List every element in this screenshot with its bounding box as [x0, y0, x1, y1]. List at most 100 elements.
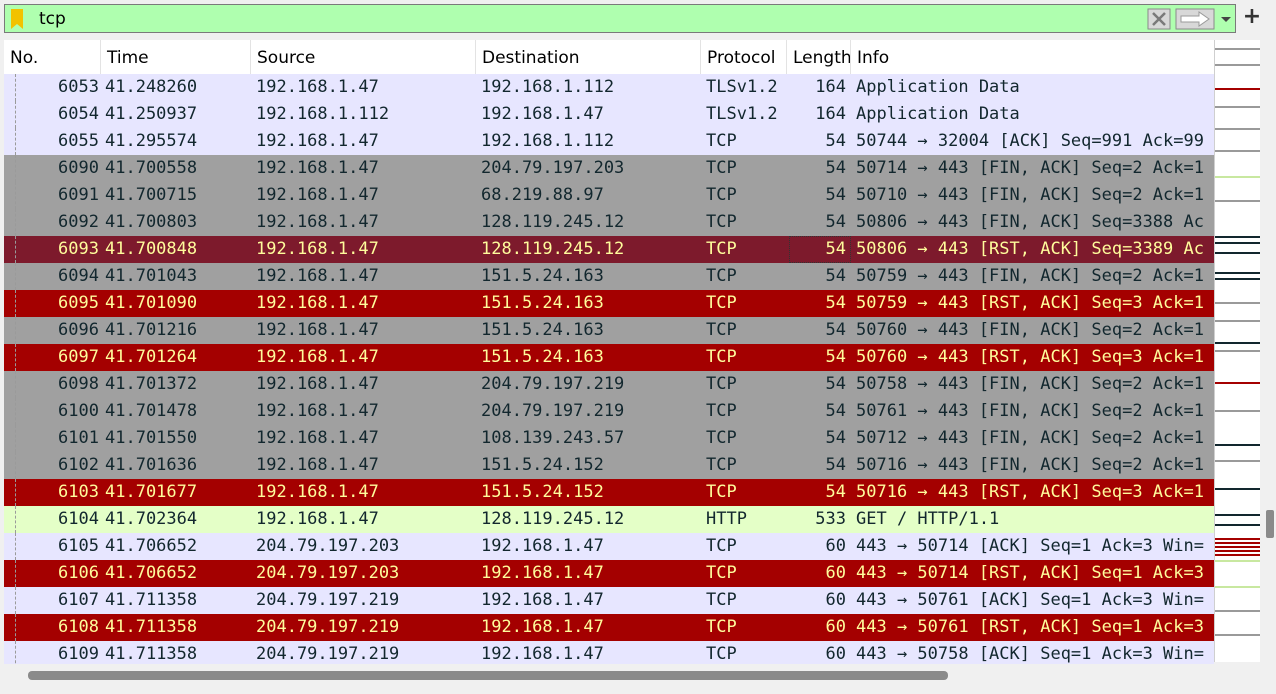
cell-source: 192.168.1.47 — [256, 509, 379, 529]
vertical-scrollbar[interactable] — [1260, 40, 1276, 662]
cell-no: 6096 — [58, 320, 99, 340]
cell-length: 54 — [825, 347, 846, 367]
horizontal-scroll-thumb[interactable] — [28, 671, 948, 680]
cell-protocol: TCP — [706, 347, 737, 367]
cell-no: 6097 — [58, 347, 99, 367]
cell-protocol: TCP — [706, 374, 737, 394]
clear-filter-icon[interactable] — [1147, 8, 1171, 30]
cell-time: 41.250937 — [105, 104, 198, 124]
column-header-no[interactable]: No. — [4, 40, 101, 74]
packet-row[interactable]: 6053 41.248260 192.168.1.47 192.168.1.112 TL… — [4, 74, 1214, 101]
conversation-tree-line — [15, 533, 16, 560]
packet-row[interactable]: 6100 41.701478 192.168.1.47 204.79.197.219 T… — [4, 398, 1214, 425]
packet-row[interactable]: 6094 41.701043 192.168.1.47 151.5.24.163 TCP… — [4, 263, 1214, 290]
cell-protocol: TCP — [706, 482, 737, 502]
cell-destination: 192.168.1.47 — [481, 590, 604, 610]
cell-source: 192.168.1.47 — [256, 185, 379, 205]
column-header-source[interactable]: Source — [251, 40, 476, 74]
cell-info: 50710 → 443 [FIN, ACK] Seq=2 Ack=1 — [856, 185, 1204, 205]
cell-destination: 192.168.1.112 — [481, 131, 615, 151]
cell-protocol: TCP — [706, 428, 737, 448]
cell-protocol: TCP — [706, 131, 737, 151]
horizontal-scrollbar[interactable] — [4, 664, 1214, 688]
packet-row[interactable]: 6097 41.701264 192.168.1.47 151.5.24.163 TCP… — [4, 344, 1214, 371]
vertical-scroll-thumb[interactable] — [1266, 510, 1274, 538]
cell-info: 50759 → 443 [FIN, ACK] Seq=2 Ack=1 — [856, 266, 1204, 286]
packet-row[interactable]: 6055 41.295574 192.168.1.47 192.168.1.112 TC… — [4, 128, 1214, 155]
packet-row[interactable]: 6093 41.700848 192.168.1.47 128.119.245.12 T… — [4, 236, 1214, 263]
column-header-info[interactable]: Info — [857, 48, 890, 68]
packet-row[interactable]: 6104 41.702364 192.168.1.47 128.119.245.12 H… — [4, 506, 1214, 533]
cell-time: 41.711358 — [105, 617, 198, 637]
cell-destination: 151.5.24.163 — [481, 320, 604, 340]
packet-row[interactable]: 6108 41.711358 204.79.197.219 192.168.1.47 T… — [4, 614, 1214, 641]
cell-info: 50712 → 443 [FIN, ACK] Seq=2 Ack=1 — [856, 428, 1204, 448]
cell-time: 41.711358 — [105, 590, 198, 610]
column-header-length[interactable]: Length — [787, 40, 851, 74]
packet-row[interactable]: 6105 41.706652 204.79.197.203 192.168.1.47 T… — [4, 533, 1214, 560]
cell-destination: 204.79.197.219 — [481, 374, 625, 394]
packet-row[interactable]: 6098 41.701372 192.168.1.47 204.79.197.219 T… — [4, 371, 1214, 398]
packet-row[interactable]: 6101 41.701550 192.168.1.47 108.139.243.57 T… — [4, 425, 1214, 452]
cell-length: 54 — [825, 266, 846, 286]
packet-row[interactable]: 6103 41.701677 192.168.1.47 151.5.24.152 TCP… — [4, 479, 1214, 506]
conversation-tree-line — [15, 317, 16, 344]
packet-row[interactable]: 6091 41.700715 192.168.1.47 68.219.88.97 TCP… — [4, 182, 1214, 209]
packet-row[interactable]: 6095 41.701090 192.168.1.47 151.5.24.163 TCP… — [4, 290, 1214, 317]
apply-filter-arrow-icon[interactable] — [1175, 8, 1215, 30]
cell-destination: 204.79.197.203 — [481, 158, 625, 178]
conversation-tree-line — [15, 398, 16, 425]
cell-protocol: TLSv1.2 — [706, 77, 778, 97]
cell-source: 192.168.1.47 — [256, 239, 379, 259]
display-filter-field[interactable] — [4, 4, 1236, 33]
cell-no: 6109 — [58, 644, 99, 664]
packet-row[interactable]: 6054 41.250937 192.168.1.112 192.168.1.47 TL… — [4, 101, 1214, 128]
cell-no: 6100 — [58, 401, 99, 421]
cell-length: 54 — [825, 401, 846, 421]
packet-row[interactable]: 6106 41.706652 204.79.197.203 192.168.1.47 T… — [4, 560, 1214, 587]
filter-history-dropdown-icon[interactable] — [1219, 11, 1233, 27]
conversation-tree-line — [15, 290, 16, 317]
conversation-tree-line — [15, 479, 16, 506]
packet-row[interactable]: 6102 41.701636 192.168.1.47 151.5.24.152 TCP… — [4, 452, 1214, 479]
cell-no: 6094 — [58, 266, 99, 286]
cell-length: 533 — [815, 509, 846, 529]
cell-source: 192.168.1.47 — [256, 266, 379, 286]
conversation-tree-line — [15, 587, 16, 614]
cell-length: 54 — [825, 374, 846, 394]
cell-length: 60 — [825, 590, 846, 610]
bookmark-icon[interactable] — [10, 9, 24, 29]
cell-protocol: TCP — [706, 455, 737, 475]
cell-time: 41.701478 — [105, 401, 198, 421]
column-header-protocol[interactable]: Protocol — [701, 40, 787, 74]
packet-list[interactable]: No. Time Source Destination Protocol Len… — [4, 40, 1214, 664]
cell-source: 192.168.1.47 — [256, 482, 379, 502]
conversation-tree-line — [15, 452, 16, 479]
cell-no: 6095 — [58, 293, 99, 313]
packet-row[interactable]: 6092 41.700803 192.168.1.47 128.119.245.12 T… — [4, 209, 1214, 236]
packet-row[interactable]: 6096 41.701216 192.168.1.47 151.5.24.163 TCP… — [4, 317, 1214, 344]
cell-source: 192.168.1.47 — [256, 428, 379, 448]
cell-info: 50716 → 443 [FIN, ACK] Seq=2 Ack=1 — [856, 455, 1204, 475]
conversation-tree-line — [15, 506, 16, 533]
cell-protocol: TCP — [706, 239, 737, 259]
cell-destination: 128.119.245.12 — [481, 212, 625, 232]
cell-info: 50716 → 443 [RST, ACK] Seq=3 Ack=1 — [856, 482, 1204, 502]
cell-no: 6107 — [58, 590, 99, 610]
packet-row[interactable]: 6107 41.711358 204.79.197.219 192.168.1.47 T… — [4, 587, 1214, 614]
cell-time: 41.248260 — [105, 77, 198, 97]
add-filter-button[interactable]: + — [1242, 4, 1262, 29]
cell-info: 443 → 50714 [ACK] Seq=1 Ack=3 Win= — [856, 536, 1204, 556]
column-header-destination[interactable]: Destination — [476, 40, 701, 74]
cell-length: 54 — [825, 158, 846, 178]
packet-minimap[interactable] — [1214, 40, 1261, 662]
column-header-time[interactable]: Time — [101, 40, 251, 74]
cell-source: 192.168.1.47 — [256, 374, 379, 394]
conversation-tree-line — [15, 614, 16, 641]
cell-length: 54 — [825, 455, 846, 475]
conversation-tree-line — [15, 101, 16, 128]
packet-row[interactable]: 6090 41.700558 192.168.1.47 204.79.197.203 T… — [4, 155, 1214, 182]
packet-row[interactable]: 6109 41.711358 204.79.197.219 192.168.1.47 T… — [4, 641, 1214, 664]
cell-length: 54 — [825, 239, 846, 259]
display-filter-input[interactable] — [39, 7, 1139, 31]
